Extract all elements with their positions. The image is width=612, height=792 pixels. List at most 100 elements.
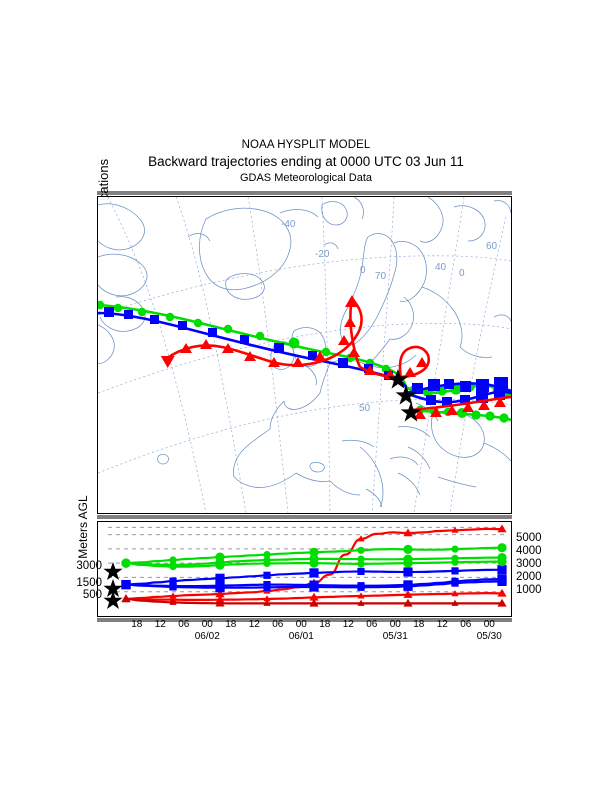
star-marker [400, 402, 422, 422]
altitude-data-marker [357, 567, 365, 575]
meters-agl-axis-label: Meters AGL [76, 495, 90, 559]
altitude-source-stars [103, 562, 123, 609]
altitude-data-marker [169, 583, 177, 591]
alt-left-tick-500: 500 [82, 589, 102, 601]
altitude-data-marker [169, 563, 177, 571]
altitude-data-marker [451, 526, 459, 533]
time-axis-hour: 06 [178, 619, 190, 630]
coastlines [98, 197, 511, 508]
trajectory-map-panel[interactable]: -40 -20 0 70 40 0 60 50 [97, 196, 512, 514]
altitude-data-marker [357, 560, 365, 568]
altitude-series [121, 524, 507, 607]
altitude-data-marker [451, 545, 459, 553]
altitude-data-marker [263, 599, 271, 606]
altitude-data-marker [451, 567, 459, 575]
altitude-data-marker [403, 567, 413, 577]
altitude-data-marker [309, 558, 319, 568]
source-star-markers [387, 369, 422, 422]
alt-right-tick-2000: 2000 [516, 571, 542, 583]
time-axis-hour: 00 [483, 619, 495, 630]
altitude-profile-panel[interactable] [97, 521, 512, 617]
altitude-data-marker [451, 558, 459, 566]
altitude-data-marker [497, 565, 507, 575]
time-axis-hour: 18 [225, 619, 237, 630]
altitude-data-marker [497, 557, 507, 567]
altitude-data-marker [403, 528, 413, 537]
time-axis-date: 05/31 [382, 631, 408, 642]
altitude-data-marker [121, 558, 131, 568]
altitude-data-marker [169, 577, 177, 585]
time-axis-hour: 06 [366, 619, 378, 630]
altitude-data-marker [357, 546, 365, 554]
altitude-data-marker [309, 598, 319, 607]
time-axis-hour: 12 [342, 619, 354, 630]
plot-title-block: NOAA HYSPLIT MODEL Backward trajectories… [0, 138, 612, 186]
divider-bottom [97, 618, 512, 622]
altitude-data-marker [403, 590, 413, 598]
graticule-label: 60 [486, 241, 498, 252]
altitude-data-marker [263, 551, 271, 559]
time-axis-date: 06/01 [288, 631, 314, 642]
time-axis-hour: 00 [295, 619, 307, 630]
divider-top [97, 191, 512, 195]
graticule-labels: -40 -20 0 70 40 0 60 50 [281, 219, 498, 414]
time-axis-hour: 18 [131, 619, 143, 630]
time-axis-hour: 12 [248, 619, 260, 630]
trajectory-red-map-markers [160, 295, 506, 419]
map-svg: -40 -20 0 70 40 0 60 50 [98, 197, 511, 513]
time-axis-date: 06/02 [194, 631, 220, 642]
altitude-data-marker [357, 592, 365, 599]
star-marker [103, 562, 123, 580]
altitude-data-marker [121, 580, 131, 590]
trajectory-title: Backward trajectories ending at 0000 UTC… [148, 154, 464, 169]
altitude-data-marker [309, 547, 319, 557]
trajectory-blue-map-markers [104, 307, 508, 407]
alt-right-tick-1000: 1000 [516, 584, 542, 596]
graticule-label: 0 [459, 268, 465, 279]
altitude-data-marker [403, 544, 413, 554]
meteorology-subtitle: GDAS Meteorological Data [239, 172, 373, 184]
time-axis-date: 05/30 [476, 631, 502, 642]
altitude-data-marker [497, 598, 507, 607]
altitude-data-marker [357, 583, 365, 591]
star-marker [395, 385, 417, 405]
altitude-data-marker [497, 588, 507, 597]
time-axis-hour: 06 [460, 619, 472, 630]
altitude-data-marker [357, 599, 365, 606]
altitude-data-marker [263, 583, 271, 591]
time-axis-hour: 00 [201, 619, 213, 630]
time-axis-hour: 12 [436, 619, 448, 630]
star-marker [103, 579, 123, 597]
graticule-lines [98, 197, 511, 513]
altitude-data-marker [403, 558, 413, 568]
altitude-data-marker [451, 579, 459, 587]
star-marker [387, 369, 409, 389]
altitude-data-marker [497, 543, 507, 553]
altitude-data-marker [309, 592, 319, 601]
altitude-data-marker [497, 576, 507, 586]
altitude-data-marker [215, 560, 225, 570]
altitude-data-marker [169, 598, 177, 605]
altitude-data-marker [309, 582, 319, 592]
graticule-label: -40 [281, 219, 296, 230]
trajectory-red-map [165, 298, 511, 412]
alt-right-tick-5000: 5000 [516, 532, 542, 544]
altitude-data-marker [403, 598, 413, 607]
model-name: NOAA HYSPLIT MODEL [241, 139, 371, 151]
time-axis-hour: 18 [319, 619, 331, 630]
divider-middle [97, 515, 512, 519]
graticule-label: 50 [359, 403, 371, 414]
star-marker [103, 591, 123, 609]
altitude-data-marker [451, 590, 459, 597]
graticule-label: -20 [315, 249, 330, 260]
altitude-data-marker [215, 583, 225, 593]
altitude-data-marker [263, 571, 271, 579]
time-axis: 18 12 06 00 18 12 06 00 18 12 06 00 18 12 06 00 06/02 06/… [97, 619, 512, 645]
altitude-data-marker [263, 595, 271, 602]
altitude-data-marker [497, 524, 507, 533]
altitude-data-marker [215, 573, 225, 583]
altitude-data-marker [263, 559, 271, 567]
graticule-label: 40 [435, 262, 447, 273]
altitude-data-marker [451, 599, 459, 606]
